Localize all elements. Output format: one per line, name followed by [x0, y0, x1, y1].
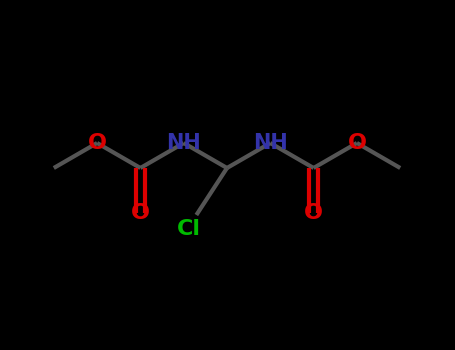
Text: NH: NH — [167, 133, 201, 153]
Text: O: O — [88, 133, 106, 153]
Text: Cl: Cl — [177, 219, 202, 239]
Text: O: O — [131, 203, 150, 223]
Text: O: O — [304, 203, 323, 223]
Text: O: O — [348, 133, 366, 153]
Text: NH: NH — [253, 133, 288, 153]
